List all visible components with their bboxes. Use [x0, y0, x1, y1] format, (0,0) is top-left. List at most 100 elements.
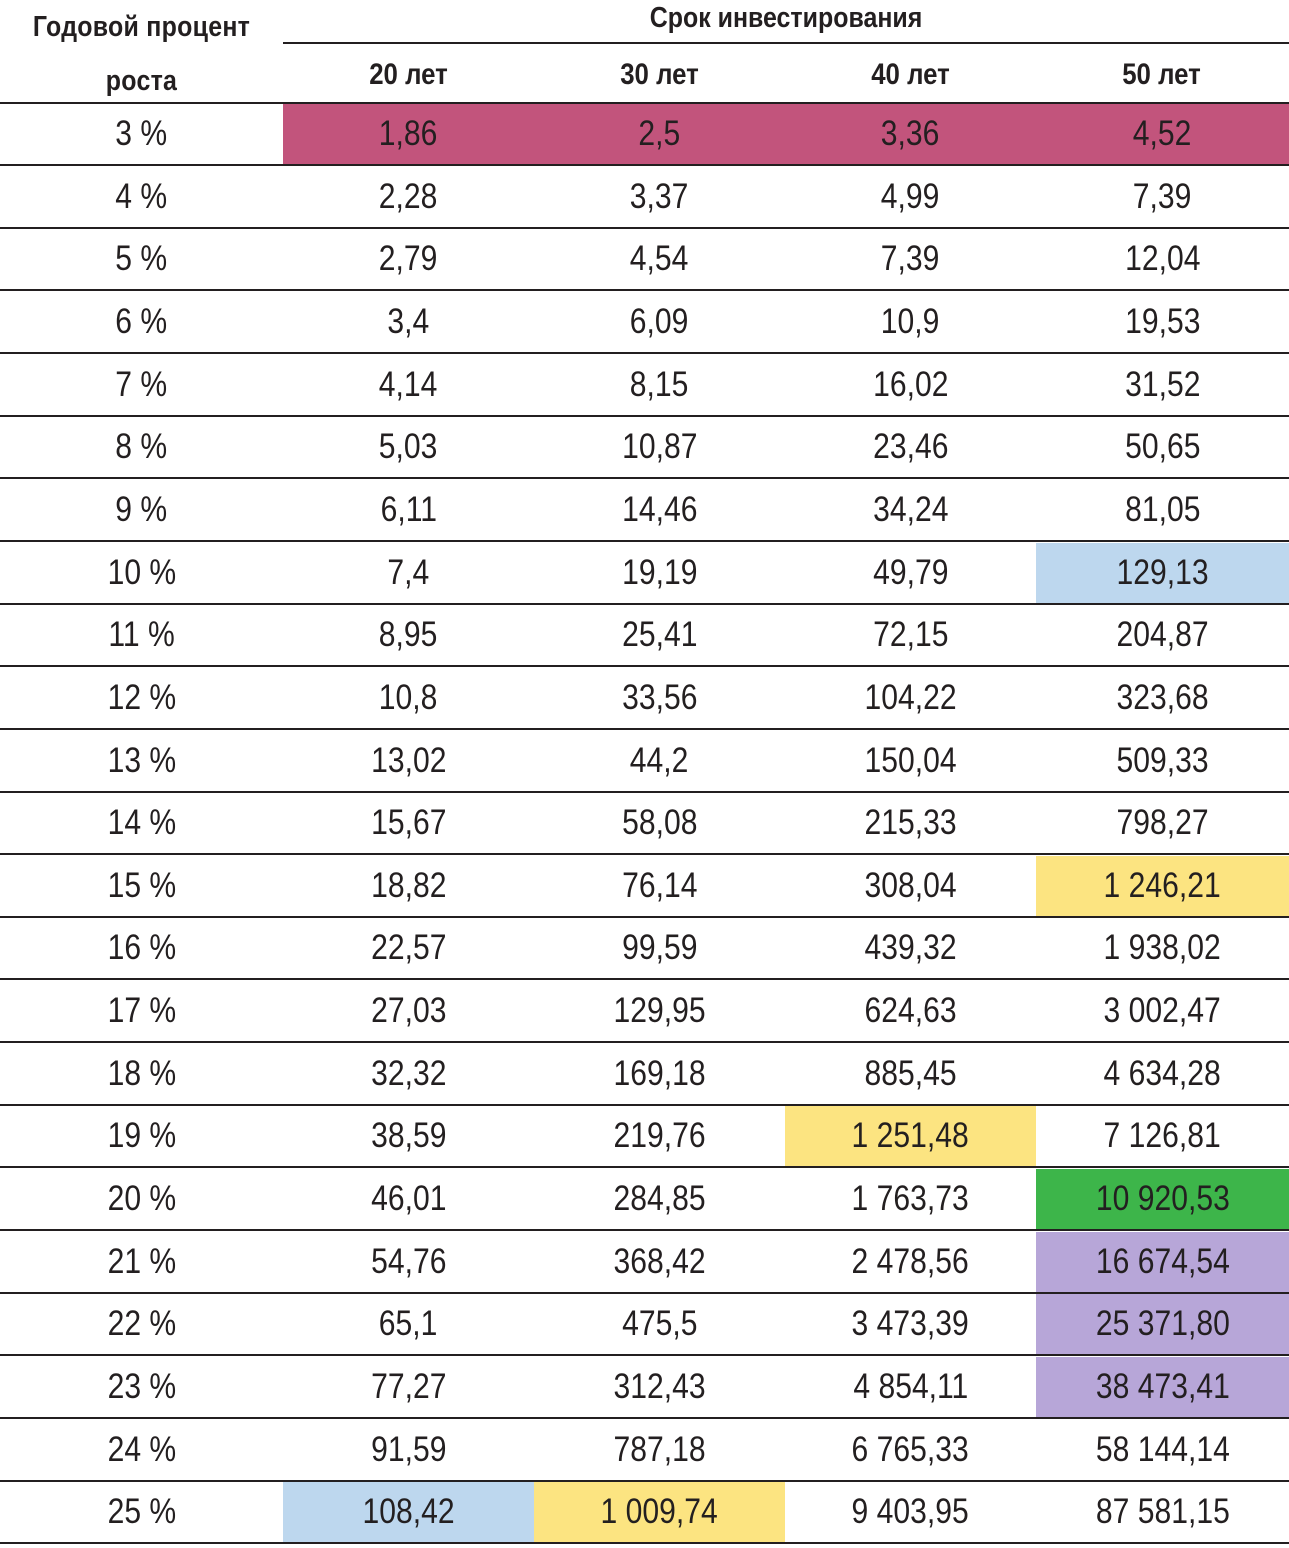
- value-cell: 25,41: [534, 605, 785, 665]
- rate-label: 9 %: [115, 490, 168, 529]
- term-header: Срок инвестирования: [649, 2, 923, 34]
- value-text: 7,4: [387, 553, 430, 592]
- value-text: 6,11: [380, 490, 437, 529]
- value-text: 3,4: [387, 302, 430, 341]
- value-cell: 3 002,47: [1036, 981, 1289, 1041]
- value-text: 3,37: [630, 177, 689, 216]
- value-text: 4,14: [379, 365, 438, 404]
- table-row: 20 % 46,01 284,85 1 763,73 10 920,53: [0, 1169, 1289, 1229]
- value-text: 25 371,80: [1095, 1304, 1230, 1343]
- value-cell: 7,39: [1036, 167, 1289, 227]
- row-rule: [0, 1292, 1289, 1294]
- rate-cell: 21 %: [0, 1232, 283, 1292]
- value-cell: 312,43: [534, 1357, 785, 1417]
- table-row: 9 % 6,11 14,46 34,24 81,05: [0, 480, 1289, 540]
- rate-cell: 3 %: [0, 104, 283, 164]
- value-text: 6,09: [630, 302, 689, 341]
- value-text: 5,03: [379, 427, 438, 466]
- value-cell: 38,59: [283, 1106, 534, 1166]
- rate-cell: 4 %: [0, 167, 283, 227]
- value-text: 10 920,53: [1095, 1179, 1230, 1218]
- value-cell: 77,27: [283, 1357, 534, 1417]
- value-cell: 3 473,39: [785, 1294, 1036, 1354]
- value-cell: 25 371,80: [1036, 1294, 1289, 1354]
- rate-label: 12 %: [107, 678, 176, 717]
- rate-column-header: Годовой процент роста: [20, 0, 263, 102]
- value-cell: 204,87: [1036, 605, 1289, 665]
- value-text: 108,42: [362, 1492, 455, 1531]
- value-text: 3 002,47: [1103, 991, 1222, 1030]
- value-cell: 33,56: [534, 668, 785, 728]
- row-rule: [0, 1166, 1289, 1168]
- value-text: 87 581,15: [1095, 1492, 1230, 1531]
- value-cell: 10 920,53: [1036, 1169, 1289, 1229]
- rate-label: 20 %: [107, 1179, 176, 1218]
- value-cell: 10,8: [283, 668, 534, 728]
- value-text: 25,41: [621, 615, 698, 654]
- row-rule: [0, 978, 1289, 980]
- value-text: 2 478,56: [851, 1242, 970, 1281]
- row-rule: [0, 477, 1289, 479]
- value-text: 439,32: [864, 928, 957, 967]
- value-text: 34,24: [872, 490, 949, 529]
- value-cell: 10,9: [785, 292, 1036, 352]
- value-cell: 1 763,73: [785, 1169, 1036, 1229]
- value-cell: 129,13: [1036, 543, 1289, 603]
- table-row: 17 % 27,03 129,95 624,63 3 002,47: [0, 981, 1289, 1041]
- value-text: 3,36: [881, 114, 940, 153]
- value-cell: 798,27: [1036, 793, 1289, 853]
- value-text: 44,2: [630, 741, 689, 780]
- value-text: 76,14: [621, 866, 698, 905]
- value-cell: 46,01: [283, 1169, 534, 1229]
- value-text: 81,05: [1124, 490, 1201, 529]
- value-cell: 4,14: [283, 355, 534, 415]
- rate-cell: 23 %: [0, 1357, 283, 1417]
- row-rule: [0, 853, 1289, 855]
- column-header-50-years: 50 лет: [1122, 58, 1201, 91]
- rate-cell: 15 %: [0, 856, 283, 916]
- row-rule: [0, 603, 1289, 605]
- value-text: 323,68: [1116, 678, 1209, 717]
- rate-cell: 24 %: [0, 1420, 283, 1480]
- value-cell: 58 144,14: [1036, 1420, 1289, 1480]
- value-cell: 1 246,21: [1036, 856, 1289, 916]
- rate-cell: 22 %: [0, 1294, 283, 1354]
- value-text: 798,27: [1116, 803, 1209, 842]
- value-cell: 1 251,48: [785, 1106, 1036, 1166]
- rate-cell: 14 %: [0, 793, 283, 853]
- value-text: 4 634,28: [1103, 1054, 1222, 1093]
- value-text: 50,65: [1124, 427, 1201, 466]
- table-row: 8 % 5,03 10,87 23,46 50,65: [0, 417, 1289, 477]
- value-cell: 3,37: [534, 167, 785, 227]
- table-row: 4 % 2,28 3,37 4,99 7,39: [0, 167, 1289, 227]
- value-text: 6 765,33: [851, 1430, 970, 1469]
- value-cell: 4,99: [785, 167, 1036, 227]
- rate-cell: 8 %: [0, 417, 283, 477]
- rate-label: 21 %: [107, 1242, 176, 1281]
- rate-cell: 5 %: [0, 229, 283, 289]
- value-text: 7 126,81: [1103, 1116, 1222, 1155]
- value-text: 31,52: [1124, 365, 1201, 404]
- rate-label: 13 %: [107, 741, 176, 780]
- value-text: 65,1: [379, 1304, 438, 1343]
- rate-cell: 18 %: [0, 1044, 283, 1104]
- value-cell: 2,28: [283, 167, 534, 227]
- rate-cell: 9 %: [0, 480, 283, 540]
- rate-label: 25 %: [107, 1492, 176, 1531]
- table-row: 5 % 2,79 4,54 7,39 12,04: [0, 229, 1289, 289]
- table-row: 14 % 15,67 58,08 215,33 798,27: [0, 793, 1289, 853]
- value-text: 215,33: [864, 803, 957, 842]
- value-text: 8,95: [379, 615, 438, 654]
- value-cell: 34,24: [785, 480, 1036, 540]
- value-cell: 12,04: [1036, 229, 1289, 289]
- value-cell: 1,86: [283, 104, 534, 164]
- value-text: 99,59: [621, 928, 698, 967]
- value-cell: 129,95: [534, 981, 785, 1041]
- table-row: 10 % 7,4 19,19 49,79 129,13: [0, 543, 1289, 603]
- value-text: 509,33: [1116, 741, 1209, 780]
- rate-label: 22 %: [107, 1304, 176, 1343]
- value-cell: 1 009,74: [534, 1482, 785, 1542]
- row-rule: [0, 1354, 1289, 1356]
- table-row: 23 % 77,27 312,43 4 854,11 38 473,41: [0, 1357, 1289, 1417]
- row-rule: [0, 540, 1289, 542]
